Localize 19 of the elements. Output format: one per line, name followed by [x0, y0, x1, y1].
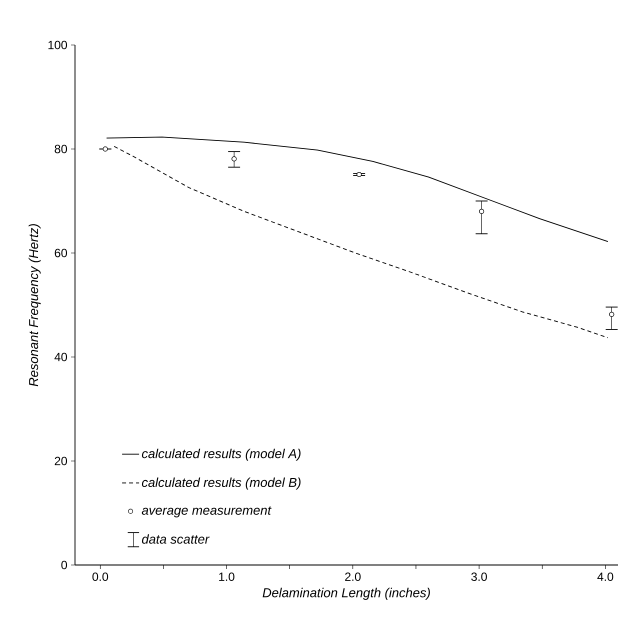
y-axis-title: Resonant Frequency (Hertz) — [28, 224, 41, 386]
x-tick-label: 4.0 — [597, 572, 614, 581]
legend-label: average measurement — [142, 506, 272, 518]
x-tick-label: 0.0 — [92, 572, 108, 581]
legend-label: calculated results (model A) — [142, 448, 301, 461]
x-tick-label: 3.0 — [471, 572, 487, 581]
y-tick-label: 100 — [48, 40, 68, 50]
y-tick-label: 80 — [54, 144, 68, 154]
y-tick-label: 40 — [54, 352, 68, 362]
line-series — [106, 136, 608, 242]
x-tick-label: 2.0 — [345, 572, 361, 581]
legend-label: data scatter — [142, 534, 210, 544]
legend-label: calculated results (model B) — [142, 478, 301, 490]
x-axis-title: Delamination Length (inches) — [262, 588, 430, 600]
y-tick-label: 20 — [54, 456, 68, 466]
y-tick-label: 60 — [54, 248, 68, 258]
y-tick-label: 0 — [61, 560, 68, 570]
x-tick-label: 1.0 — [219, 572, 234, 581]
line-series — [114, 146, 608, 338]
